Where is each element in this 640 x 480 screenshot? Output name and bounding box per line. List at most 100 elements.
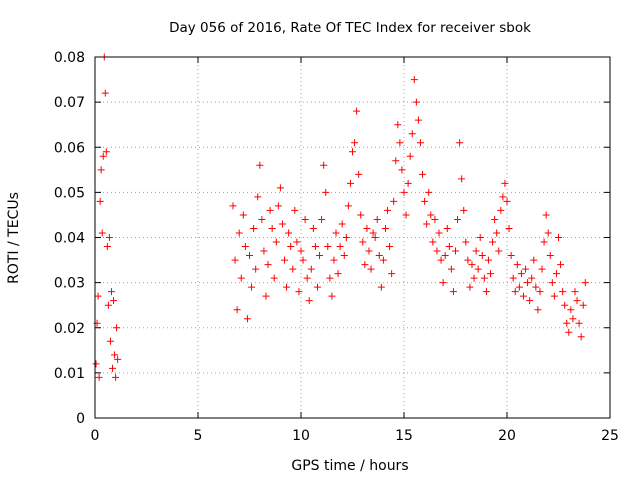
data-point bbox=[94, 292, 102, 300]
data-point bbox=[276, 184, 284, 192]
chart-title: Day 056 of 2016, Rate Of TEC Index for r… bbox=[169, 20, 531, 36]
data-point bbox=[497, 206, 505, 214]
data-point bbox=[295, 288, 303, 296]
data-point bbox=[278, 220, 286, 228]
data-point bbox=[515, 283, 523, 291]
data-point bbox=[229, 202, 237, 210]
data-point bbox=[336, 243, 344, 251]
x-tick-label: 10 bbox=[292, 428, 310, 444]
data-point bbox=[353, 107, 361, 115]
data-point bbox=[394, 121, 402, 129]
data-point bbox=[373, 215, 381, 223]
data-point bbox=[330, 256, 338, 264]
data-point bbox=[111, 351, 119, 359]
data-point bbox=[113, 324, 121, 332]
data-point bbox=[250, 224, 258, 232]
data-point bbox=[540, 238, 548, 246]
data-point bbox=[571, 288, 579, 296]
data-point bbox=[474, 265, 482, 273]
x-tick-label: 5 bbox=[194, 428, 203, 444]
data-point bbox=[361, 261, 369, 269]
data-point bbox=[400, 188, 408, 196]
data-point bbox=[431, 215, 439, 223]
data-point bbox=[102, 148, 110, 156]
data-point bbox=[429, 238, 437, 246]
data-point bbox=[565, 328, 573, 336]
data-point bbox=[344, 202, 352, 210]
data-point bbox=[445, 243, 453, 251]
data-point bbox=[106, 337, 114, 345]
data-point bbox=[489, 238, 497, 246]
data-point bbox=[522, 265, 530, 273]
data-point bbox=[318, 215, 326, 223]
y-tick-label: 0.06 bbox=[54, 140, 85, 156]
data-point bbox=[544, 229, 552, 237]
data-point bbox=[458, 175, 466, 183]
data-points bbox=[92, 53, 589, 381]
data-point bbox=[359, 238, 367, 246]
y-tick-label: 0.08 bbox=[54, 50, 85, 66]
data-point bbox=[248, 283, 256, 291]
data-point bbox=[388, 270, 396, 278]
data-point bbox=[478, 252, 486, 260]
data-point bbox=[546, 252, 554, 260]
data-point bbox=[375, 252, 383, 260]
data-point bbox=[495, 247, 503, 255]
data-point bbox=[548, 279, 556, 287]
data-point bbox=[410, 76, 418, 84]
y-tick-label: 0.07 bbox=[54, 95, 85, 111]
data-point bbox=[423, 220, 431, 228]
data-point bbox=[303, 274, 311, 282]
data-point bbox=[365, 247, 373, 255]
data-point bbox=[99, 152, 107, 160]
data-point bbox=[309, 224, 317, 232]
data-point bbox=[266, 206, 274, 214]
data-point bbox=[289, 265, 297, 273]
data-point bbox=[499, 193, 507, 201]
data-point bbox=[542, 211, 550, 219]
data-point bbox=[530, 256, 538, 264]
y-tick-label: 0.05 bbox=[54, 185, 85, 201]
y-tick-label: 0.04 bbox=[54, 231, 85, 247]
data-point bbox=[258, 215, 266, 223]
x-tick-label: 20 bbox=[498, 428, 516, 444]
data-point bbox=[109, 364, 117, 372]
data-point bbox=[96, 197, 104, 205]
data-point bbox=[299, 256, 307, 264]
data-point bbox=[272, 238, 280, 246]
data-point bbox=[381, 224, 389, 232]
data-point bbox=[311, 243, 319, 251]
data-point bbox=[305, 297, 313, 305]
data-point bbox=[322, 188, 330, 196]
data-point bbox=[379, 256, 387, 264]
data-point bbox=[534, 306, 542, 314]
data-point bbox=[505, 224, 513, 232]
x-tick-label: 0 bbox=[91, 428, 100, 444]
data-point bbox=[443, 224, 451, 232]
data-point bbox=[526, 297, 534, 305]
data-point bbox=[519, 292, 527, 300]
data-point bbox=[268, 224, 276, 232]
data-point bbox=[351, 139, 359, 147]
data-point bbox=[377, 283, 385, 291]
data-point bbox=[297, 247, 305, 255]
data-point bbox=[340, 252, 348, 260]
data-point bbox=[97, 166, 105, 174]
data-point bbox=[260, 247, 268, 255]
data-point bbox=[355, 170, 363, 178]
data-point bbox=[472, 247, 480, 255]
data-point bbox=[476, 234, 484, 241]
y-axis-label: ROTI / TECUs bbox=[6, 192, 22, 284]
data-point bbox=[517, 270, 525, 278]
data-point bbox=[454, 215, 462, 223]
data-point bbox=[332, 229, 340, 237]
data-point bbox=[326, 274, 334, 282]
data-point bbox=[416, 139, 424, 147]
data-point bbox=[503, 197, 511, 205]
data-point bbox=[468, 261, 476, 269]
data-point bbox=[320, 161, 328, 169]
data-point bbox=[301, 215, 309, 223]
data-point bbox=[231, 256, 239, 264]
data-point bbox=[367, 265, 375, 273]
